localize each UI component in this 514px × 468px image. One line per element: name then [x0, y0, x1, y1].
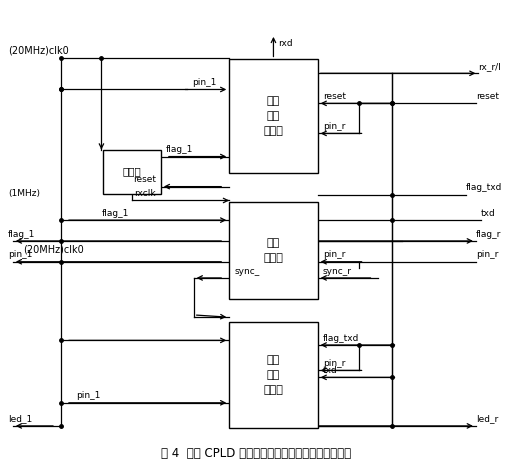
Text: 中心
状态机: 中心 状态机 [264, 238, 283, 263]
Text: flag_1: flag_1 [166, 145, 193, 154]
Text: rxd: rxd [279, 39, 293, 48]
Text: reset: reset [133, 176, 156, 184]
Text: 分频器: 分频器 [122, 167, 141, 176]
Bar [103, 150, 161, 194]
Text: reset: reset [476, 92, 499, 101]
Text: flag_1: flag_1 [8, 230, 35, 239]
Bar [229, 322, 318, 428]
Text: led_1: led_1 [8, 415, 32, 424]
Text: flag_txd: flag_txd [466, 183, 502, 192]
Text: (1MHz): (1MHz) [8, 189, 40, 198]
Text: flag_r: flag_r [476, 230, 501, 239]
Text: txd: txd [323, 366, 338, 375]
Bar [229, 202, 318, 299]
Text: pin_r: pin_r [476, 250, 498, 259]
Text: pin_1: pin_1 [193, 78, 217, 87]
Text: pin_r: pin_r [323, 359, 345, 368]
Text: flag_1: flag_1 [101, 209, 129, 218]
Text: (20MHz)clk0: (20MHz)clk0 [23, 245, 84, 255]
Text: reset: reset [323, 92, 346, 101]
Text: pin_r: pin_r [323, 250, 345, 259]
Text: pin_1: pin_1 [76, 391, 101, 401]
Text: rxclk: rxclk [134, 189, 156, 198]
Text: txd: txd [481, 209, 495, 218]
Text: 数据
接收
选择器: 数据 接收 选择器 [264, 96, 283, 136]
Text: (20MHz)clk0: (20MHz)clk0 [8, 46, 68, 56]
Text: rx_r/l: rx_r/l [479, 62, 501, 71]
Text: pin_1: pin_1 [8, 250, 32, 259]
Text: 图 4  基于 CPLD 环网的自愈控制接口电路的结构框图: 图 4 基于 CPLD 环网的自愈控制接口电路的结构框图 [161, 447, 351, 460]
Text: pin_r: pin_r [323, 122, 345, 131]
Text: led_r: led_r [476, 415, 498, 424]
Bar [229, 59, 318, 173]
Text: 数据
发送
选择器: 数据 发送 选择器 [264, 355, 283, 395]
Text: flag_txd: flag_txd [323, 334, 359, 343]
Text: sync_: sync_ [234, 267, 260, 276]
Text: sync_r: sync_r [323, 267, 352, 276]
